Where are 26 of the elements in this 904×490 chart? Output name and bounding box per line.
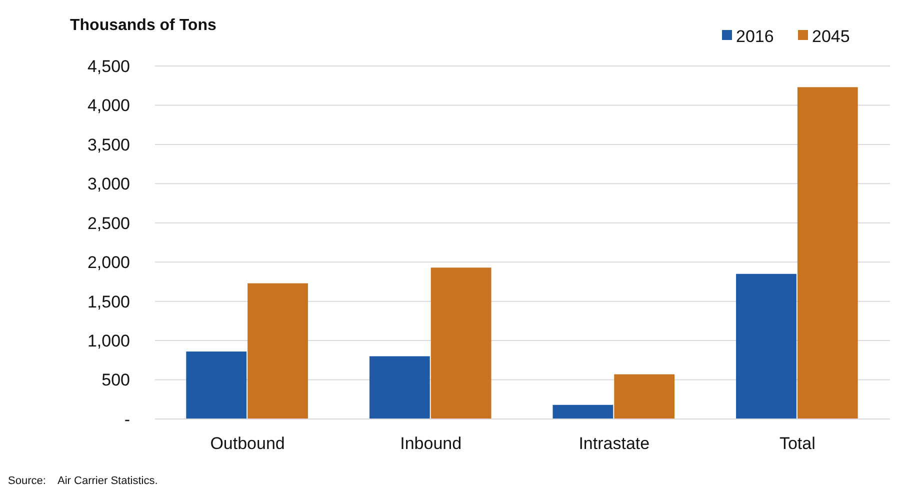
y-tick-label: 2,500	[87, 214, 130, 233]
y-axis-title: Thousands of Tons	[70, 17, 216, 34]
y-tick-label: 1,000	[87, 332, 130, 351]
bar	[614, 374, 675, 419]
bar	[552, 404, 614, 419]
bar	[248, 283, 308, 419]
bar	[186, 352, 247, 419]
x-tick-label: Intrastate	[578, 434, 650, 453]
y-tick-label: -	[124, 410, 130, 429]
x-tick-label: Total	[779, 434, 816, 453]
y-tick-label: 3,000	[87, 174, 130, 194]
bar	[736, 274, 796, 419]
y-tick-label: 1,500	[87, 292, 130, 312]
y-tick-label: 4,000	[87, 96, 130, 116]
x-tick-label: Inbound	[400, 434, 462, 453]
y-tick-label: 2,000	[87, 253, 130, 272]
source-note: Source: Air Carrier Statistics.	[8, 475, 158, 487]
bar	[369, 356, 430, 419]
y-tick-label: 3,500	[87, 135, 130, 154]
bar	[797, 87, 858, 419]
y-tick-label: 4,500	[87, 56, 130, 76]
bar	[430, 268, 492, 419]
x-tick-label: Outbound	[210, 434, 285, 453]
y-tick-label: 500	[102, 370, 130, 390]
legend-label: 2016	[736, 26, 774, 46]
legend-label: 2045	[812, 26, 850, 46]
